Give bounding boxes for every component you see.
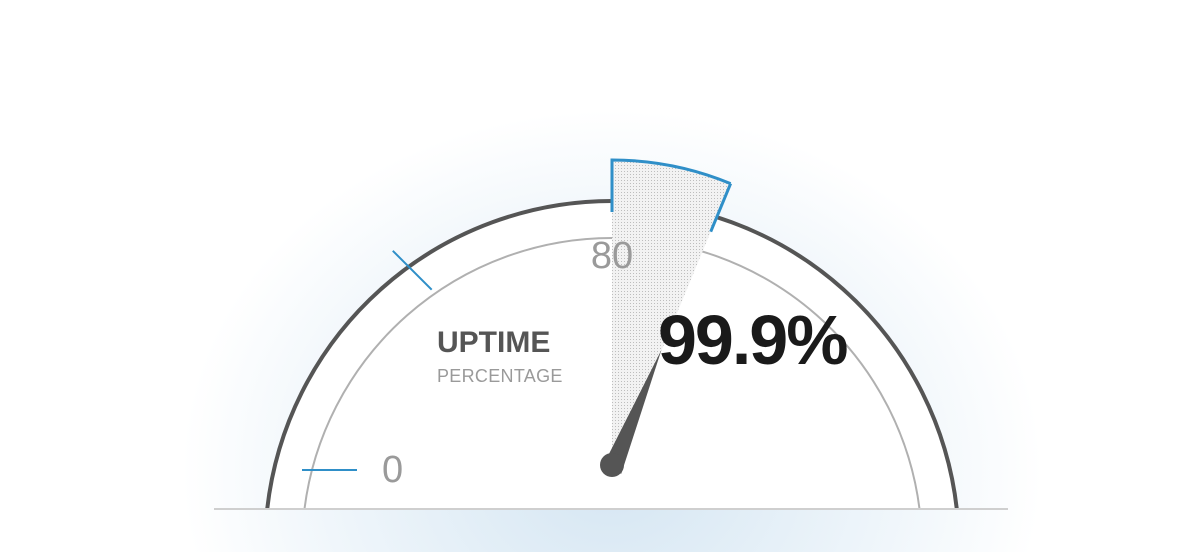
gauge-subtitle: PERCENTAGE <box>437 366 563 386</box>
gauge-tick-1 <box>392 250 433 291</box>
gauge-needle-hub <box>600 453 624 477</box>
gauge-tick-label-2: 80 <box>591 235 633 277</box>
gauge-value-label: 99.9% <box>658 301 848 379</box>
gauge-band-outline <box>610 158 732 212</box>
gauge-band-end-marker <box>709 183 733 233</box>
gauge-ticks: 0 80 <box>302 235 633 491</box>
gauge-tick-label-0: 0 <box>382 449 403 491</box>
gauge-needle <box>602 349 662 474</box>
gauge-title: UPTIME <box>437 326 551 359</box>
